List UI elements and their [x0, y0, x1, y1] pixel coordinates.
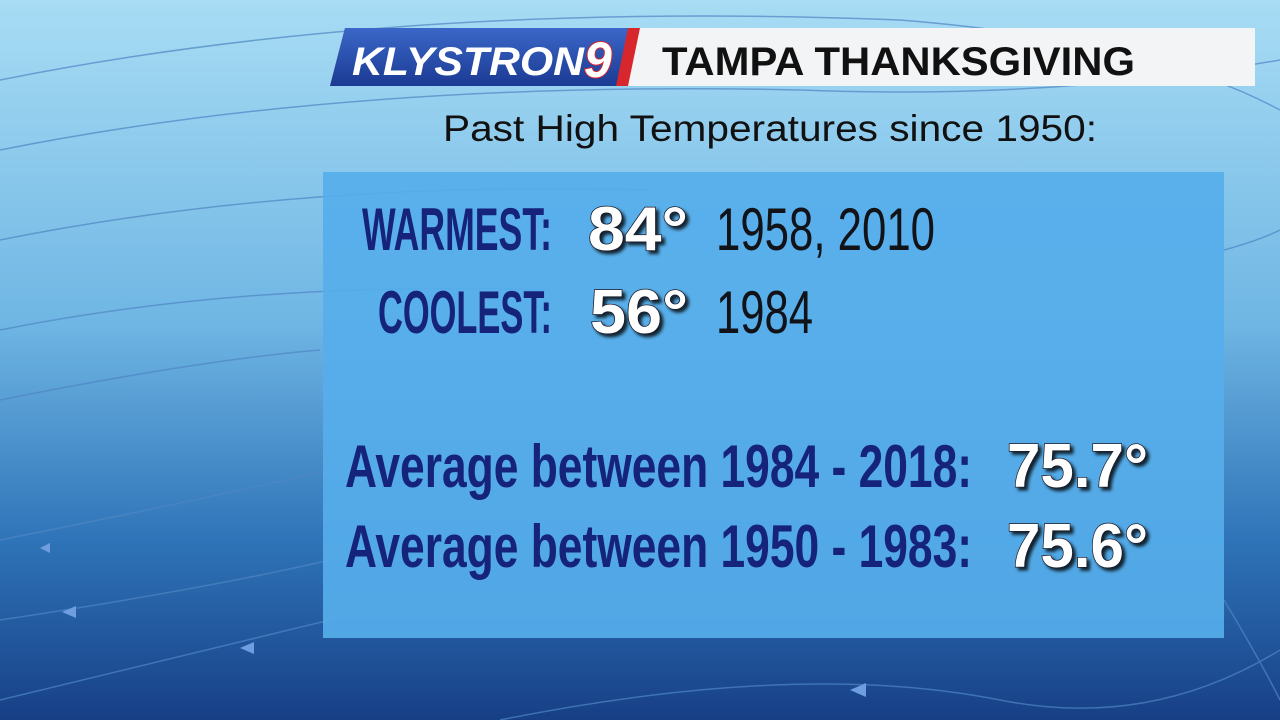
- wind-arrows: [40, 543, 866, 697]
- record-years: 1984: [716, 279, 813, 346]
- info-panel: [323, 172, 1224, 638]
- logo-plate: [330, 28, 628, 86]
- average-temperature: 75.7°: [1007, 432, 1148, 501]
- record-label: COOLEST:: [378, 279, 552, 346]
- logo-number: 9: [584, 32, 612, 88]
- wind-lines: [0, 15, 1280, 720]
- title-bar: [620, 28, 1255, 86]
- logo-name: KLYSTRON: [352, 40, 585, 84]
- record-years: 1958, 2010: [716, 196, 935, 263]
- record-temperature: 84°: [588, 195, 688, 264]
- average-label: Average between 1950 - 1983:: [345, 513, 972, 580]
- average-temperature: 75.6°: [1007, 512, 1148, 581]
- average-label: Average between 1984 - 2018:: [345, 433, 972, 500]
- subtitle: Past High Temperatures since 1950:: [443, 108, 1097, 149]
- record-temperature: 56°: [590, 278, 688, 347]
- title: TAMPA THANKSGIVING: [662, 40, 1135, 84]
- record-label: WARMEST:: [362, 196, 552, 263]
